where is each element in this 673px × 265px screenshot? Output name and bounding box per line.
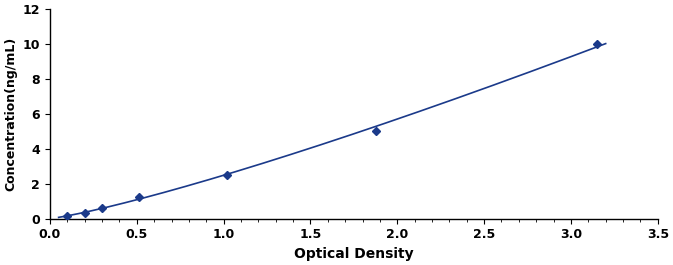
Y-axis label: Concentration(ng/mL): Concentration(ng/mL)	[4, 37, 17, 191]
X-axis label: Optical Density: Optical Density	[294, 247, 414, 261]
